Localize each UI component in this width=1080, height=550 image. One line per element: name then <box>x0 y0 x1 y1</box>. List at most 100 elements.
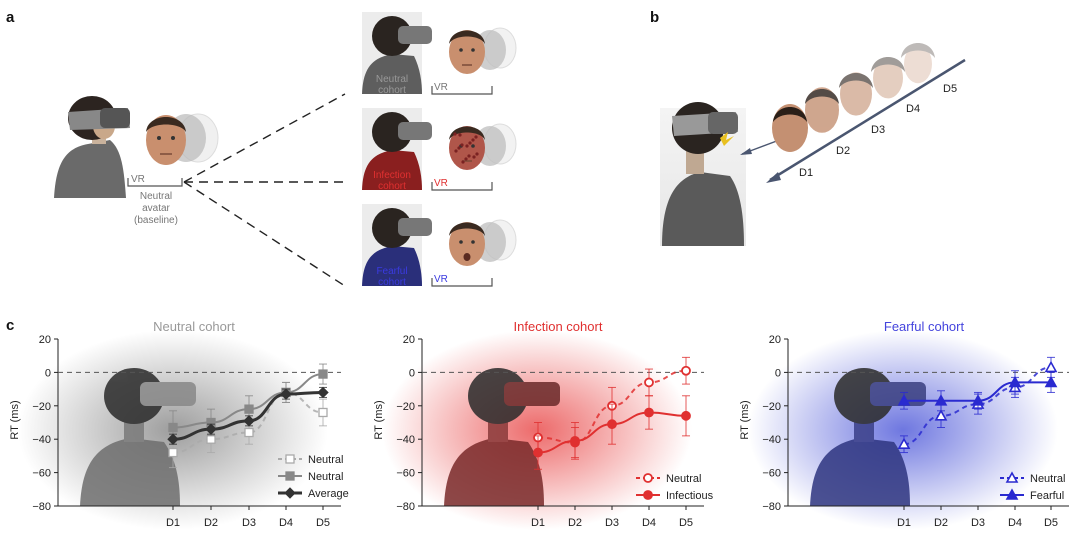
face-hair <box>449 222 485 236</box>
x-tick-label-d3: D3 <box>605 517 619 529</box>
distance-label-d1: D1 <box>799 167 813 179</box>
data-point-d3 <box>244 427 254 438</box>
lesion <box>475 152 479 156</box>
neutral-face-icon <box>873 57 903 99</box>
y-tick-label: −80 <box>32 501 51 513</box>
approaching-face-3 <box>839 72 873 116</box>
legend-entry-1: Neutral <box>278 454 343 466</box>
vr-headset-icon <box>398 122 432 140</box>
y-tick-label: −40 <box>762 434 781 446</box>
legend-label: Average <box>308 488 349 500</box>
lesion <box>465 144 469 148</box>
legend-marker <box>1005 471 1019 483</box>
baseline-caption-2: avatar <box>142 203 170 214</box>
data-point-d4 <box>280 388 292 400</box>
lesion <box>474 135 478 139</box>
x-tick-label-d5: D5 <box>679 517 693 529</box>
participant-silhouette-icon <box>444 368 560 506</box>
x-tick-label-d2: D2 <box>934 517 948 529</box>
cohort-shirt <box>362 150 422 190</box>
legend-marker <box>1005 488 1019 500</box>
lesion <box>457 146 461 150</box>
y-tick-label: 20 <box>769 334 781 346</box>
data-point-d5 <box>681 410 691 421</box>
data-point-d2 <box>934 409 948 421</box>
x-tick-label-d3: D3 <box>971 517 985 529</box>
x-tick-label-d2: D2 <box>204 517 218 529</box>
y-tick-label: −40 <box>32 434 51 446</box>
cohort-connectors <box>183 93 346 287</box>
data-point-d2 <box>570 435 580 446</box>
y-tick-label: −40 <box>396 434 415 446</box>
legend-label: Fearful <box>1030 490 1064 502</box>
lesion <box>471 138 475 142</box>
y-axis-label: RT (ms) <box>9 400 21 439</box>
baseline-avatar <box>146 113 219 165</box>
silhouette-neck <box>488 418 508 442</box>
data-point-d1 <box>897 394 911 406</box>
lesion <box>454 149 458 153</box>
neutral-face-icon <box>904 44 932 84</box>
legend-entry-2: Infectious <box>636 490 714 502</box>
panel-b-label: b <box>650 9 659 26</box>
charts: Neutral cohort 20 0 −20 −40 −60 −80 RT (ms) D1 D2… <box>9 319 1069 530</box>
cohort-vr-label: VR <box>434 178 448 189</box>
face-eye <box>471 144 475 148</box>
silhouette-shirt <box>810 438 910 506</box>
y-tick-label: −60 <box>32 468 51 480</box>
data-point-d2 <box>205 423 217 435</box>
legend-marker <box>643 473 653 483</box>
y-tick-label: −20 <box>32 401 51 413</box>
y-tick-label: 20 <box>403 334 415 346</box>
legend-entry-1: Neutral <box>1000 471 1065 485</box>
silhouette-shirt <box>444 438 544 506</box>
legend-label: Neutral <box>1030 473 1065 485</box>
approaching-face-2 <box>805 87 839 133</box>
vr-headset-icon <box>870 382 926 406</box>
cohort-vr-bracket <box>431 182 493 191</box>
silhouette-neck <box>124 418 144 442</box>
data-point-d5 <box>681 365 691 376</box>
silhouette-shirt <box>80 438 180 506</box>
distance-label-d3: D3 <box>871 124 885 136</box>
x-tick-label-d1: D1 <box>897 517 911 529</box>
cohort-vr-bracket <box>431 278 493 287</box>
silhouette-neck <box>854 418 874 442</box>
chart-title: Fearful cohort <box>884 319 965 334</box>
y-tick-label: −20 <box>762 401 781 413</box>
vr-headset-icon <box>140 382 196 406</box>
chart-2: Infection cohort 20 0 −20 −40 −60 −80 RT (ms) D1… <box>373 319 714 530</box>
data-point-d5 <box>318 369 328 379</box>
neutral-face-icon <box>146 115 186 165</box>
legend-entry-2: Fearful <box>1000 488 1064 502</box>
cohort-label-2: cohort <box>378 277 406 288</box>
face-eye <box>471 240 475 244</box>
y-tick-label: 0 <box>45 367 51 379</box>
chart-title: Infection cohort <box>514 319 603 334</box>
data-point-d3 <box>243 415 255 427</box>
baseline-participant <box>54 96 130 198</box>
panel-a-label: a <box>6 9 15 26</box>
y-tick-label: −80 <box>396 501 415 513</box>
x-tick-label-d4: D4 <box>279 517 293 529</box>
neutral-face-icon <box>840 72 872 116</box>
neutral-face-icon <box>805 87 839 133</box>
lesion <box>461 160 465 164</box>
x-tick-label-d4: D4 <box>642 517 656 529</box>
series-2 <box>897 370 1058 412</box>
fearful-face-icon <box>449 222 485 266</box>
data-point-d1 <box>897 437 911 450</box>
baseline-caption-1: Neutral <box>140 191 172 202</box>
arrow-head-icon <box>766 172 781 183</box>
approach-arrow <box>769 58 966 182</box>
cohort-head <box>372 16 412 56</box>
data-point-d4 <box>644 377 654 388</box>
lesion <box>467 154 471 158</box>
data-point-d4 <box>1008 375 1022 388</box>
spark-icon <box>720 132 734 146</box>
lesion <box>464 157 468 161</box>
cohort-label-1: Fearful <box>376 266 407 277</box>
cohort-head <box>372 112 412 152</box>
y-axis-label: RT (ms) <box>739 400 751 439</box>
